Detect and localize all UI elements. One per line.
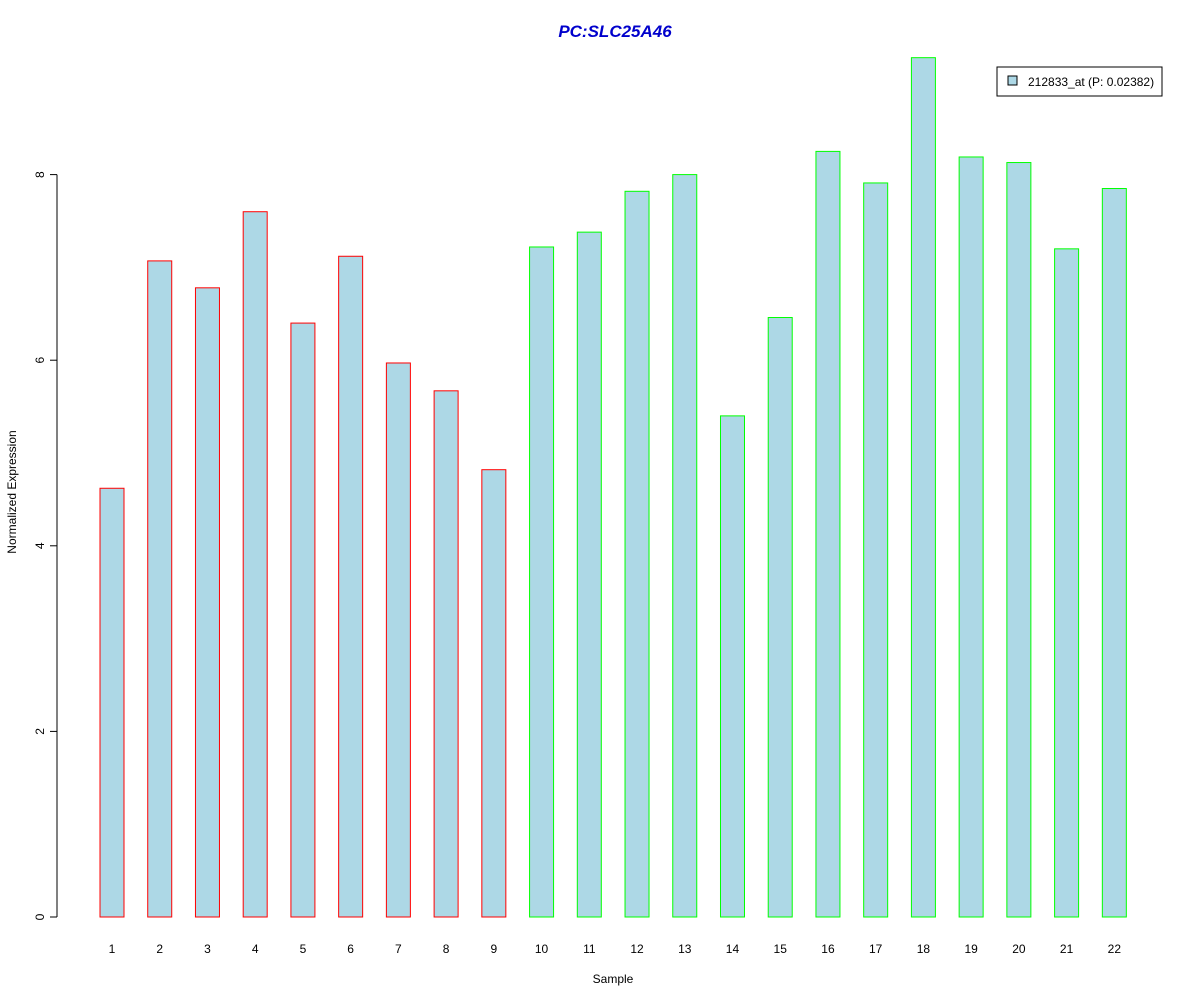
x-tick-label: 1 <box>109 942 116 956</box>
y-tick-label: 8 <box>33 171 47 178</box>
x-tick-label: 13 <box>678 942 692 956</box>
y-tick-label: 6 <box>33 357 47 364</box>
x-tick-label: 4 <box>252 942 259 956</box>
legend-box <box>996 66 1163 97</box>
x-tick-label: 14 <box>726 942 740 956</box>
bar <box>1006 162 1032 918</box>
bar <box>481 469 507 918</box>
bar <box>576 231 602 918</box>
x-tick-label: 15 <box>774 942 788 956</box>
x-tick-label: 6 <box>347 942 354 956</box>
bar <box>99 487 125 918</box>
bar <box>338 255 364 918</box>
y-axis-label: Normalized Expression <box>5 430 19 553</box>
y-tick-label: 2 <box>33 728 47 735</box>
bar <box>767 317 793 918</box>
x-tick-label: 5 <box>300 942 307 956</box>
x-tick-labels: 1 2 3 4 5 6 7 8 9 10 11 12 13 14 15 16 17 18 19 20 21 22 <box>109 942 1122 956</box>
x-tick-label: 18 <box>917 942 931 956</box>
legend-label: 212833_at (P: 0.02382) <box>1028 75 1154 89</box>
bar <box>290 322 316 918</box>
bar <box>863 182 889 918</box>
bar <box>529 246 555 918</box>
x-tick-label: 22 <box>1108 942 1122 956</box>
x-tick-label: 19 <box>964 942 978 956</box>
bar <box>385 362 411 918</box>
x-tick-label: 7 <box>395 942 402 956</box>
chart-title: PC:SLC25A46 <box>558 22 672 41</box>
x-tick-label: 20 <box>1012 942 1026 956</box>
x-tick-label: 3 <box>204 942 211 956</box>
bar <box>719 415 745 918</box>
y-tick-label: 0 <box>33 913 47 920</box>
bar <box>242 211 268 918</box>
x-tick-label: 9 <box>490 942 497 956</box>
x-tick-label: 8 <box>443 942 450 956</box>
bar <box>147 260 173 918</box>
x-tick-label: 12 <box>630 942 644 956</box>
legend: 212833_at (P: 0.02382) <box>996 66 1163 97</box>
bar <box>672 174 698 918</box>
legend-swatch <box>1007 75 1018 86</box>
bars-group <box>99 57 1127 918</box>
bar <box>910 57 936 918</box>
bar <box>624 190 650 918</box>
bar <box>194 287 220 918</box>
x-tick-label: 10 <box>535 942 549 956</box>
x-tick-label: 2 <box>156 942 163 956</box>
x-tick-label: 16 <box>821 942 835 956</box>
y-tick-label: 4 <box>33 542 47 549</box>
x-tick-label: 17 <box>869 942 883 956</box>
bar <box>958 156 984 918</box>
bar <box>815 150 841 918</box>
bar <box>1101 188 1127 918</box>
x-tick-label: 21 <box>1060 942 1074 956</box>
bar <box>1054 248 1080 918</box>
bar <box>433 390 459 918</box>
x-tick-label: 11 <box>583 942 596 956</box>
y-axis: 0 2 4 6 8 <box>33 171 58 920</box>
x-axis-label: Sample <box>593 972 634 986</box>
